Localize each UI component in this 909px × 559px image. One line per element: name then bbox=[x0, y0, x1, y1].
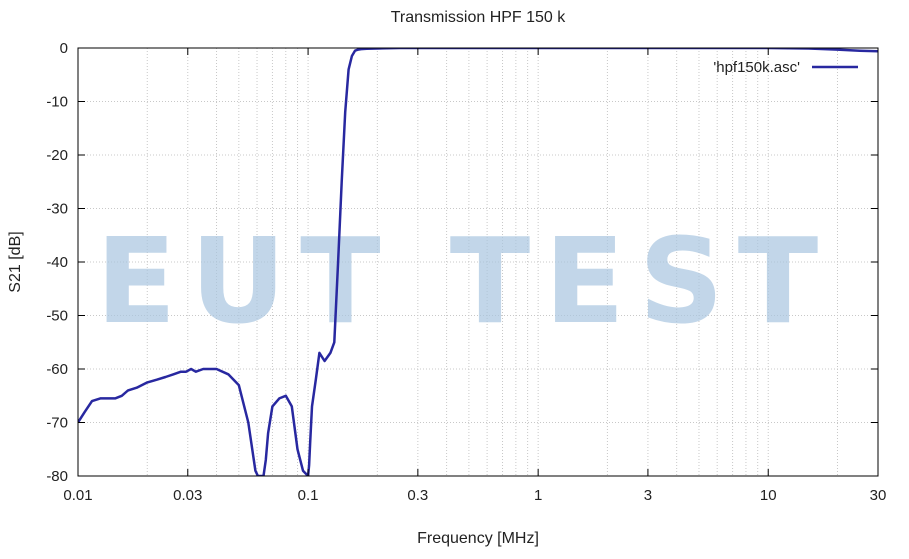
y-tick-label: -70 bbox=[46, 415, 68, 432]
series-line bbox=[78, 48, 878, 476]
y-tick-label: -40 bbox=[46, 254, 68, 271]
x-tick-label: 0.03 bbox=[173, 487, 202, 504]
watermark: EUT TEST bbox=[96, 212, 833, 350]
x-tick-label: 30 bbox=[870, 487, 887, 504]
tick-layer: 0 -10 -20 -30 -40 -50 -60 -70 -80 0.01 0.03 0.1 0.3 1… bbox=[46, 40, 886, 504]
legend: 'hpf150k.asc' bbox=[713, 59, 858, 76]
legend-label: 'hpf150k.asc' bbox=[713, 59, 800, 76]
y-tick-label: -60 bbox=[46, 361, 68, 378]
y-tick-label: -50 bbox=[46, 308, 68, 325]
x-tick-label: 1 bbox=[534, 487, 542, 504]
series-layer bbox=[78, 48, 878, 476]
x-tick-label: 0.3 bbox=[407, 487, 428, 504]
chart-title: Transmission HPF 150 k bbox=[391, 9, 567, 26]
x-tick-label: 3 bbox=[644, 487, 652, 504]
y-axis-label: S21 [dB] bbox=[7, 231, 24, 292]
x-tick-label: 10 bbox=[760, 487, 777, 504]
y-tick-label: -80 bbox=[46, 468, 68, 485]
y-tick-label: 0 bbox=[60, 40, 68, 57]
y-tick-label: -20 bbox=[46, 147, 68, 164]
y-tick-label: -30 bbox=[46, 201, 68, 218]
x-axis-label: Frequency [MHz] bbox=[417, 530, 539, 547]
y-tick-label: -10 bbox=[46, 94, 68, 111]
grid-lines bbox=[78, 48, 878, 476]
x-tick-label: 0.01 bbox=[63, 487, 92, 504]
x-tick-label: 0.1 bbox=[298, 487, 319, 504]
